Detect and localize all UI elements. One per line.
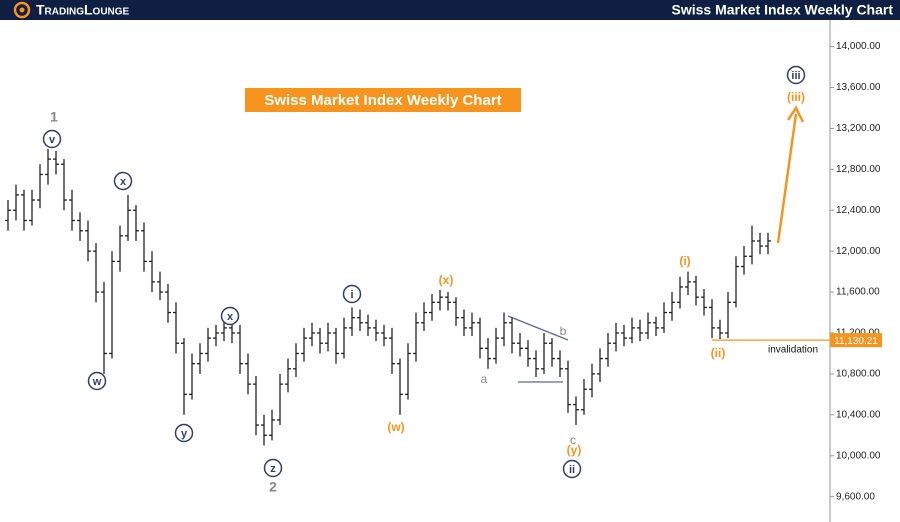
wave-label: (i) bbox=[679, 254, 690, 268]
wave-circle bbox=[220, 306, 240, 326]
wave-label: v bbox=[49, 134, 56, 146]
wave-label: w bbox=[92, 376, 102, 388]
wave-label: 2 bbox=[269, 479, 277, 495]
wave-circle bbox=[113, 171, 133, 191]
wave-label: a bbox=[481, 372, 488, 386]
invalidation-label-box bbox=[830, 333, 882, 348]
wave-label: iii bbox=[791, 70, 800, 82]
header-bar bbox=[0, 0, 900, 20]
y-tick-label: 10,000.00 bbox=[836, 450, 881, 461]
chart-title: Swiss Market Index Weekly Chart bbox=[264, 92, 501, 109]
y-tick-label: 13,600.00 bbox=[836, 82, 881, 93]
wave-label: ii bbox=[569, 464, 575, 476]
arrow-head bbox=[786, 105, 805, 123]
y-tick-label: 14,000.00 bbox=[836, 41, 881, 52]
wave-circle bbox=[87, 371, 107, 391]
wave-circle bbox=[562, 459, 582, 479]
invalidation-text: invalidation bbox=[768, 345, 818, 356]
wave-label: 1 bbox=[50, 109, 58, 125]
wave-circle bbox=[174, 423, 194, 443]
wave-circle bbox=[786, 65, 806, 85]
y-tick-label: 12,400.00 bbox=[836, 205, 881, 216]
y-tick-label: 10,800.00 bbox=[836, 369, 881, 380]
wave-label: y bbox=[181, 428, 188, 440]
wave-circle bbox=[342, 284, 362, 304]
wave-label: b bbox=[560, 324, 567, 338]
projection-arrow bbox=[776, 113, 798, 244]
trend-line bbox=[507, 315, 569, 341]
brand: TradingLounge bbox=[36, 2, 130, 18]
wave-label: x bbox=[120, 176, 127, 188]
y-tick-label: 11,600.00 bbox=[836, 287, 880, 298]
wave-label: i bbox=[350, 289, 353, 301]
wave-label: (x) bbox=[439, 273, 454, 287]
y-tick-label: 12,000.00 bbox=[836, 246, 881, 257]
y-tick-label: 10,400.00 bbox=[836, 409, 881, 420]
title-box bbox=[245, 88, 521, 112]
header-title: Swiss Market Index Weekly Chart bbox=[672, 2, 894, 18]
y-tick-label: 12,800.00 bbox=[836, 164, 881, 175]
invalidation-label: 11,130.21 bbox=[834, 336, 878, 347]
wave-label: x bbox=[227, 311, 234, 323]
wave-circle bbox=[263, 458, 283, 478]
wave-circle bbox=[42, 129, 62, 149]
wave-label: (w) bbox=[387, 420, 404, 434]
wave-label: (ii) bbox=[711, 346, 726, 360]
wave-label: c bbox=[570, 433, 576, 447]
wave-label: (y) bbox=[567, 443, 582, 457]
logo-icon-dot bbox=[19, 7, 25, 13]
y-tick-label: 13,200.00 bbox=[836, 123, 881, 134]
wave-label: (iii) bbox=[787, 90, 805, 104]
logo-icon bbox=[13, 1, 31, 19]
y-tick-label: 9,600.00 bbox=[836, 491, 875, 502]
wave-label: z bbox=[270, 463, 276, 475]
